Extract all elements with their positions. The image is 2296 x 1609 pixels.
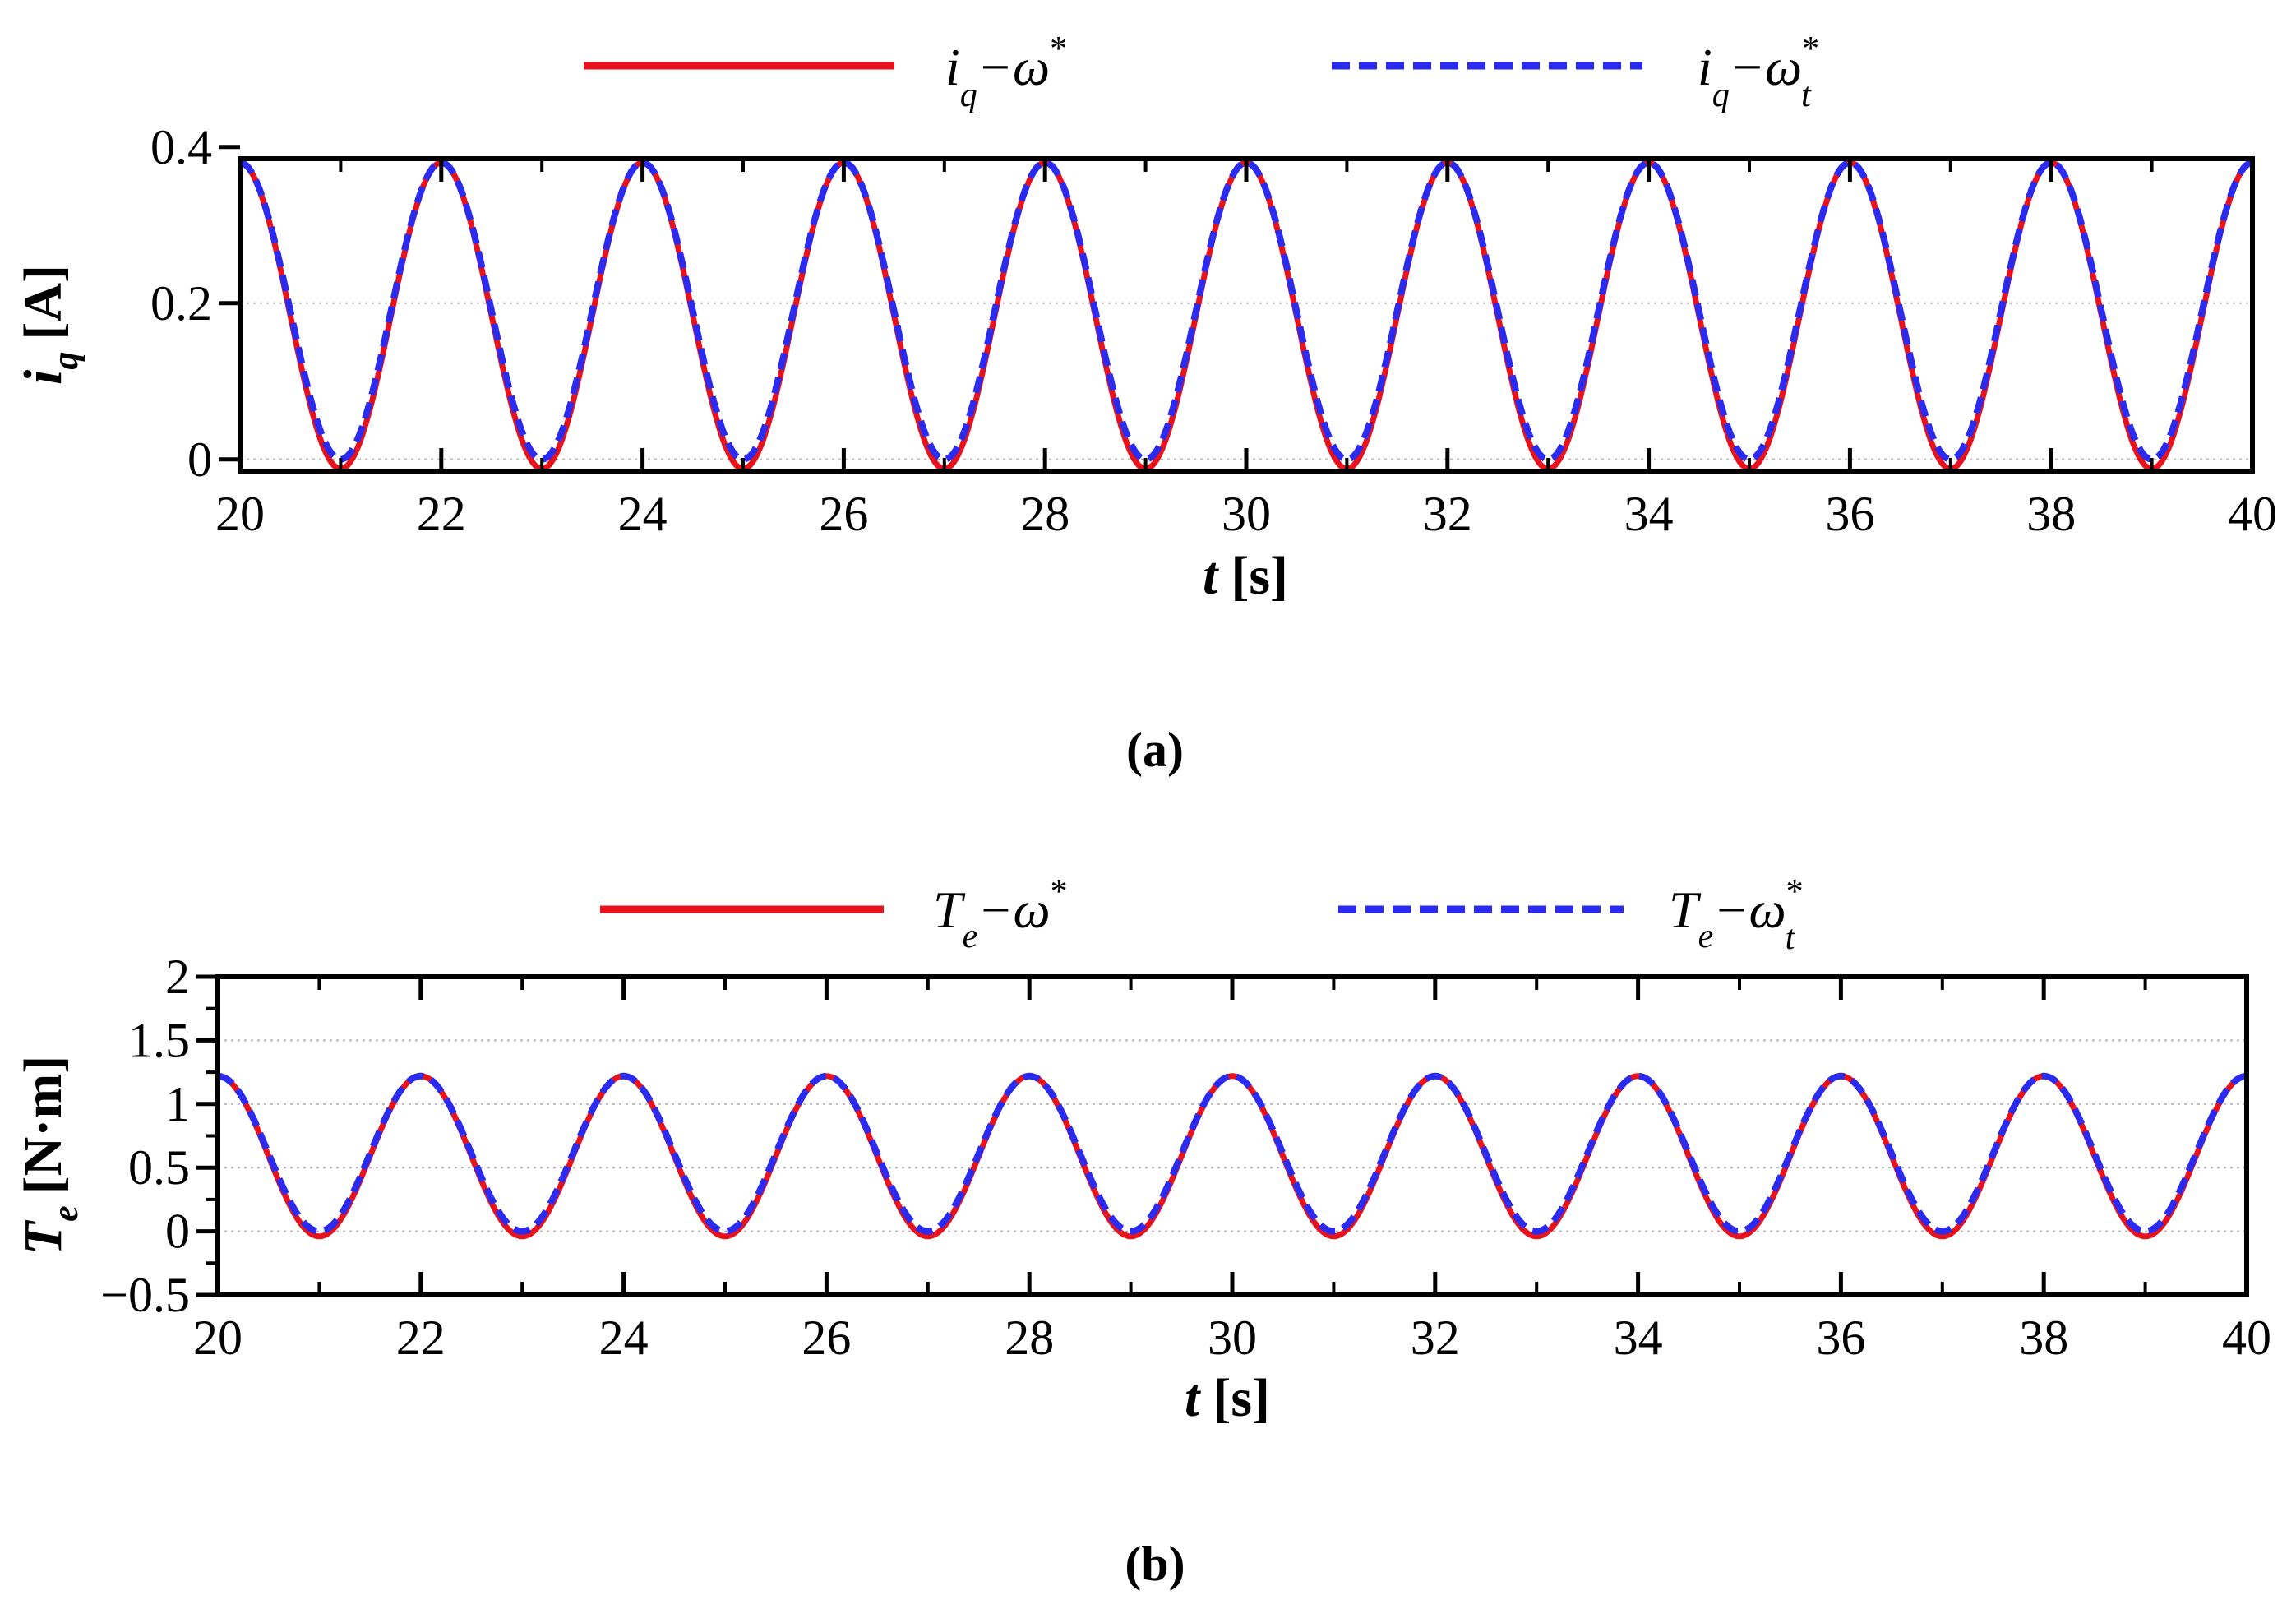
x-tick-label: 20 (215, 487, 265, 541)
y-axis-label-a: iq [A] (13, 265, 85, 385)
y-tick-label: 2 (165, 950, 190, 1004)
x-tick-label: 38 (2019, 1311, 2068, 1365)
x-axis-label-b-unit: [s] (1213, 1368, 1270, 1428)
x-axis-label-a: t [s] (1203, 546, 1288, 606)
legend-b-blue-var: T (1669, 881, 1702, 939)
legend-a-blue-label: iq−ω* t (1698, 30, 1819, 114)
y-axis-label-b-var: T (13, 1219, 73, 1255)
x-tick-label: 28 (1020, 487, 1069, 541)
y-axis-label-a-sub: q (45, 352, 85, 370)
legend-a-red-sep: −ω (977, 38, 1050, 96)
legend-b: Te−ω* Te−ω* t (600, 873, 1804, 957)
panel-a: iq−ω* iq−ω* t 20 22 24 26 28 30 32 34 36 38 4000.20… (13, 30, 2277, 777)
plot-area-b: 20 22 24 26 28 30 32 34 36 38 40 −0.5 0 0.5 1 1.5 2 (100, 950, 2271, 1365)
x-tick-label: 38 (2026, 487, 2076, 541)
x-tick-label: 34 (1614, 1311, 1663, 1365)
legend-b-blue-sub2: t (1786, 919, 1796, 957)
series-line-red (239, 160, 2253, 472)
panel-b: Te−ω* Te−ω* t 20 22 24 26 28 30 32 34 36 38 40−0.50… (13, 873, 2271, 1591)
x-tick-label: 30 (1208, 1311, 1257, 1365)
legend-b-red-var: T (933, 881, 966, 939)
x-tick-label: 28 (1005, 1311, 1054, 1365)
legend-b-red-sub: e (963, 918, 978, 955)
x-tick-label: 36 (1825, 487, 1874, 541)
x-tick-label: 34 (1624, 487, 1674, 541)
y-tick-label: 0.2 (150, 276, 212, 331)
legend-a-blue-sub2: t (1801, 76, 1812, 114)
y-axis-label-b-sub: e (45, 1205, 85, 1222)
plot-frame (215, 974, 2249, 1297)
y-axis-label-a-var: i (13, 369, 73, 385)
x-axis-label-b: t [s] (1185, 1368, 1270, 1428)
y-axis-label-b-unit: [N·m] (13, 1056, 73, 1195)
legend-b-red-sup: * (1051, 873, 1068, 911)
panel-caption-a: (a) (1126, 723, 1184, 777)
legend-a-blue-sep: −ω (1730, 38, 1802, 96)
y-tick-label: 0.5 (128, 1140, 190, 1195)
x-axis-label-a-var: t (1203, 546, 1219, 606)
legend-b-blue-sup: * (1786, 873, 1804, 911)
y-tick-label: 1.5 (128, 1013, 190, 1067)
legend-b-red-sep: −ω (977, 881, 1050, 939)
x-tick-label: 36 (1816, 1311, 1865, 1365)
legend-a-red-sub: q (960, 76, 977, 114)
legend-a: iq−ω* iq−ω* t (584, 30, 1819, 114)
x-tick-label: 24 (599, 1311, 649, 1365)
legend-b-blue-sub: e (1698, 918, 1714, 955)
y-tick-label: 0 (187, 432, 212, 487)
legend-a-blue-sup: * (1802, 30, 1819, 68)
legend-b-blue-label: Te−ω* t (1669, 873, 1804, 957)
x-tick-label: 22 (396, 1311, 446, 1365)
legend-a-red-var: i (945, 38, 960, 96)
x-tick-label: 26 (802, 1311, 851, 1365)
x-tick-label: 22 (417, 487, 466, 541)
y-tick-label: −0.5 (100, 1268, 190, 1322)
legend-a-red-label: iq−ω* (945, 30, 1067, 114)
x-axis-label-b-var: t (1185, 1368, 1201, 1428)
y-tick-label: 1 (165, 1077, 190, 1131)
series-line-blue (216, 1072, 2248, 1235)
y-tick-label: 0 (165, 1204, 190, 1259)
x-tick-label: 40 (2228, 487, 2277, 541)
legend-a-blue-var: i (1698, 38, 1712, 96)
x-tick-label: 20 (193, 1311, 243, 1365)
y-axis-label-b: Te [N·m] (13, 1056, 85, 1255)
x-axis-label-a-unit: [s] (1231, 546, 1288, 606)
y-tick-label: 0.4 (150, 120, 212, 174)
x-tick-label: 30 (1222, 487, 1271, 541)
y-axis-label-a-unit: [A] (13, 265, 73, 340)
panel-caption-b: (b) (1125, 1537, 1185, 1591)
plot-area-a: 20 22 24 26 28 30 32 34 36 38 40 0 0.2 0.4 (150, 120, 2277, 541)
x-tick-label: 26 (819, 487, 868, 541)
legend-b-red-label: Te−ω* (933, 873, 1068, 955)
plot-frame (238, 156, 2255, 474)
legend-a-red-sup: * (1050, 30, 1067, 68)
x-tick-label: 24 (618, 487, 668, 541)
legend-b-blue-sep: −ω (1713, 881, 1786, 939)
series-line-blue (238, 159, 2254, 463)
series-line-red (217, 1073, 2247, 1240)
x-tick-label: 32 (1411, 1311, 1460, 1365)
legend-a-blue-sub: q (1712, 76, 1730, 114)
x-tick-label: 32 (1423, 487, 1472, 541)
x-tick-label: 40 (2222, 1311, 2271, 1365)
